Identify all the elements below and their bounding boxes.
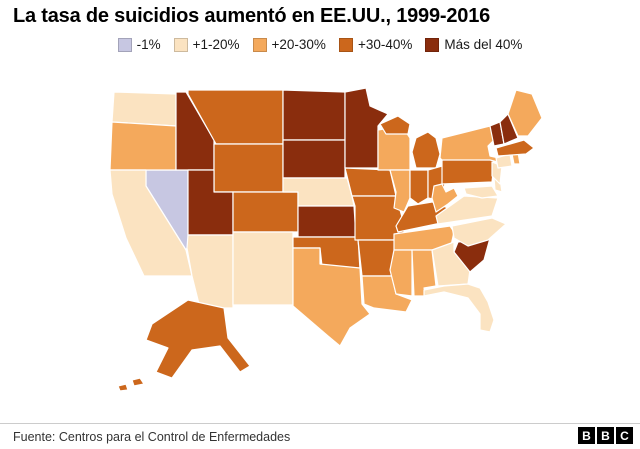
legend-swatch	[252, 37, 267, 52]
state-co: Colorado (+30-40%)	[232, 191, 299, 233]
state-ak: Alaska (+30-40%)	[145, 299, 251, 379]
legend: -1% +1-20% +20-30% +30-40% Más del 40%	[0, 37, 640, 52]
bbc-logo: B B C	[578, 427, 633, 444]
legend-item: +1-20%	[173, 37, 240, 52]
state-nm: New Mexico (+1-20%)	[232, 231, 294, 306]
state-fl: Florida (+1-20%)	[423, 283, 495, 333]
state-ny: New York (+20-30%)	[439, 125, 509, 165]
state-nh: New Hampshire (Más del 40%)	[499, 113, 519, 145]
chart-title: La tasa de suicidios aumentó en EE.UU., …	[13, 5, 491, 27]
state-mi: Michigan (+30-40%)	[379, 115, 411, 135]
legend-label: +30-40%	[357, 37, 413, 52]
state-tx: Texas (+20-30%)	[292, 247, 371, 347]
bbc-logo-letter: B	[597, 427, 614, 444]
state-wa: Washington (+1-20%)	[111, 91, 177, 127]
state-nc: North Carolina (+1-20%)	[451, 217, 507, 247]
legend-label: +1-20%	[192, 37, 240, 52]
legend-swatch	[338, 37, 353, 52]
legend-label: -1%	[136, 37, 161, 52]
state-wv: West Virginia (+20-30%)	[431, 183, 459, 213]
state-az: Arizona (+1-20%)	[186, 234, 234, 309]
state-va: Virginia (+1-20%)	[435, 195, 499, 225]
legend-swatch	[425, 37, 440, 52]
state-sd: South Dakota (Más del 40%)	[282, 139, 346, 179]
state-or: Oregon (+20-30%)	[109, 121, 177, 171]
legend-item: +30-40%	[338, 37, 413, 52]
legend-swatch	[173, 37, 188, 52]
state-ma: Massachusetts (+30-40%)	[495, 139, 535, 157]
state-ia: Iowa (+30-40%)	[344, 167, 397, 197]
state-ak: Alaska (+30-40%)	[131, 377, 145, 387]
state-mi: Michigan (+30-40%)	[411, 131, 441, 169]
state-ms: Mississippi (+20-30%)	[389, 249, 413, 297]
bbc-logo-letter: C	[616, 427, 633, 444]
state-wy: Wyoming (+30-40%)	[213, 143, 284, 193]
source-text: Fuente: Centros para el Control de Enfer…	[13, 430, 291, 444]
state-tn: Tennessee (+20-30%)	[393, 225, 455, 251]
legend-item: +20-30%	[252, 37, 326, 52]
state-in: Indiana (+30-40%)	[409, 169, 429, 205]
state-ak: Alaska (+30-40%)	[117, 383, 129, 392]
legend-label: Más del 40%	[444, 37, 523, 52]
bbc-logo-letter: B	[578, 427, 595, 444]
legend-swatch	[117, 37, 132, 52]
state-md: Maryland (+1-20%)	[463, 185, 499, 199]
state-me: Maine (+20-30%)	[507, 89, 543, 137]
state-ks: Kansas (Más del 40%)	[297, 205, 357, 238]
footer-divider	[0, 423, 640, 424]
legend-label: +20-30%	[271, 37, 326, 52]
legend-item: -1%	[117, 37, 161, 52]
legend-item: Más del 40%	[425, 37, 522, 52]
us-choropleth-map: Nevada (-1%)Washington (+1-20%)Oregon (+…	[109, 87, 543, 392]
state-nd: North Dakota (Más del 40%)	[282, 89, 346, 141]
